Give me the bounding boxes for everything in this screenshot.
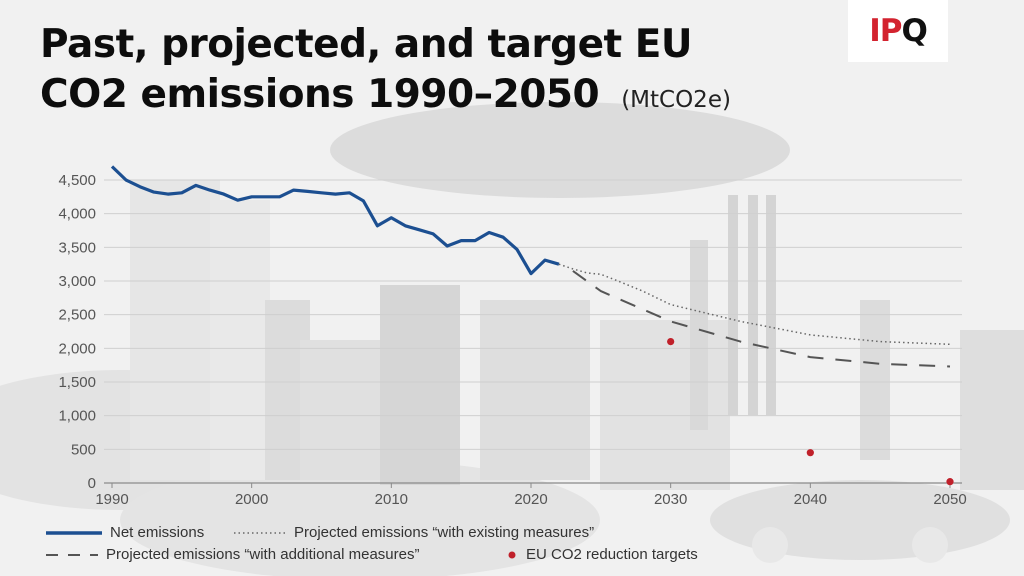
legend-label-net: Net emissions	[110, 524, 205, 541]
target-points	[667, 338, 954, 486]
y-tick-label: 2,000	[58, 340, 96, 357]
y-tick-label: 1,000	[58, 408, 96, 425]
legend-item-additional-measures: Projected emissions “with additional mea…	[44, 546, 419, 563]
target-point-2050	[946, 478, 954, 486]
y-tick-label: 3,500	[58, 239, 96, 256]
y-axis-tick-labels: 0 500 1,000 1,500 2,000 2,500 3,000 3,500 4,000 4…	[58, 172, 96, 492]
legend-label-existing: Projected emissions “with existing measu…	[294, 524, 595, 541]
y-tick-label: 4,000	[58, 206, 96, 223]
legend-item-existing-measures: Projected emissions “with existing measu…	[232, 524, 594, 541]
series-line-0	[110, 165, 560, 276]
x-tick-label: 2040	[794, 491, 827, 508]
ipq-logo: IP Q	[848, 0, 948, 62]
x-tick-label: 1990	[95, 491, 128, 508]
background-illustration	[0, 102, 1024, 576]
y-tick-label: 2,500	[58, 307, 96, 324]
logo-text-q: Q	[901, 13, 927, 49]
series-lines	[110, 165, 951, 368]
x-tick-label: 2050	[933, 491, 966, 508]
legend-swatch-dotted	[234, 531, 286, 534]
y-tick-label: 3,000	[58, 273, 96, 290]
legend-swatch-point	[508, 551, 516, 558]
legend-swatch-solid	[46, 530, 102, 535]
y-tick-label: 500	[71, 441, 96, 458]
target-point-2040	[806, 449, 814, 457]
y-gridlines	[104, 179, 962, 484]
legend-item-net-emissions: Net emissions	[44, 524, 204, 541]
x-axis-tick-labels: 1990 2000 2010 2020 2030 2040 2050	[95, 483, 967, 508]
x-tick-label: 2010	[375, 491, 408, 508]
chart-title: Past, projected, and target EU CO2 emiss…	[40, 20, 731, 125]
units-label: (MtCO2e)	[621, 87, 731, 113]
x-tick-label: 2030	[654, 491, 687, 508]
legend-swatch-dashed	[46, 553, 98, 556]
title-line-1: Past, projected, and target EU	[40, 22, 693, 67]
series-line-2	[572, 270, 951, 368]
legend-item-targets: EU CO2 reduction targets	[504, 546, 698, 563]
logo-text-ip: IP	[869, 13, 902, 49]
y-tick-label: 0	[88, 475, 96, 492]
x-tick-label: 2000	[235, 491, 268, 508]
target-point-2030	[667, 338, 675, 346]
legend-label-targets: EU CO2 reduction targets	[526, 546, 698, 563]
title-line-2: CO2 emissions 1990–2050	[40, 72, 600, 117]
x-tick-label: 2020	[514, 491, 547, 508]
legend-label-additional: Projected emissions “with additional mea…	[106, 546, 420, 563]
y-tick-label: 1,500	[58, 374, 96, 391]
y-tick-label: 4,500	[58, 172, 96, 189]
